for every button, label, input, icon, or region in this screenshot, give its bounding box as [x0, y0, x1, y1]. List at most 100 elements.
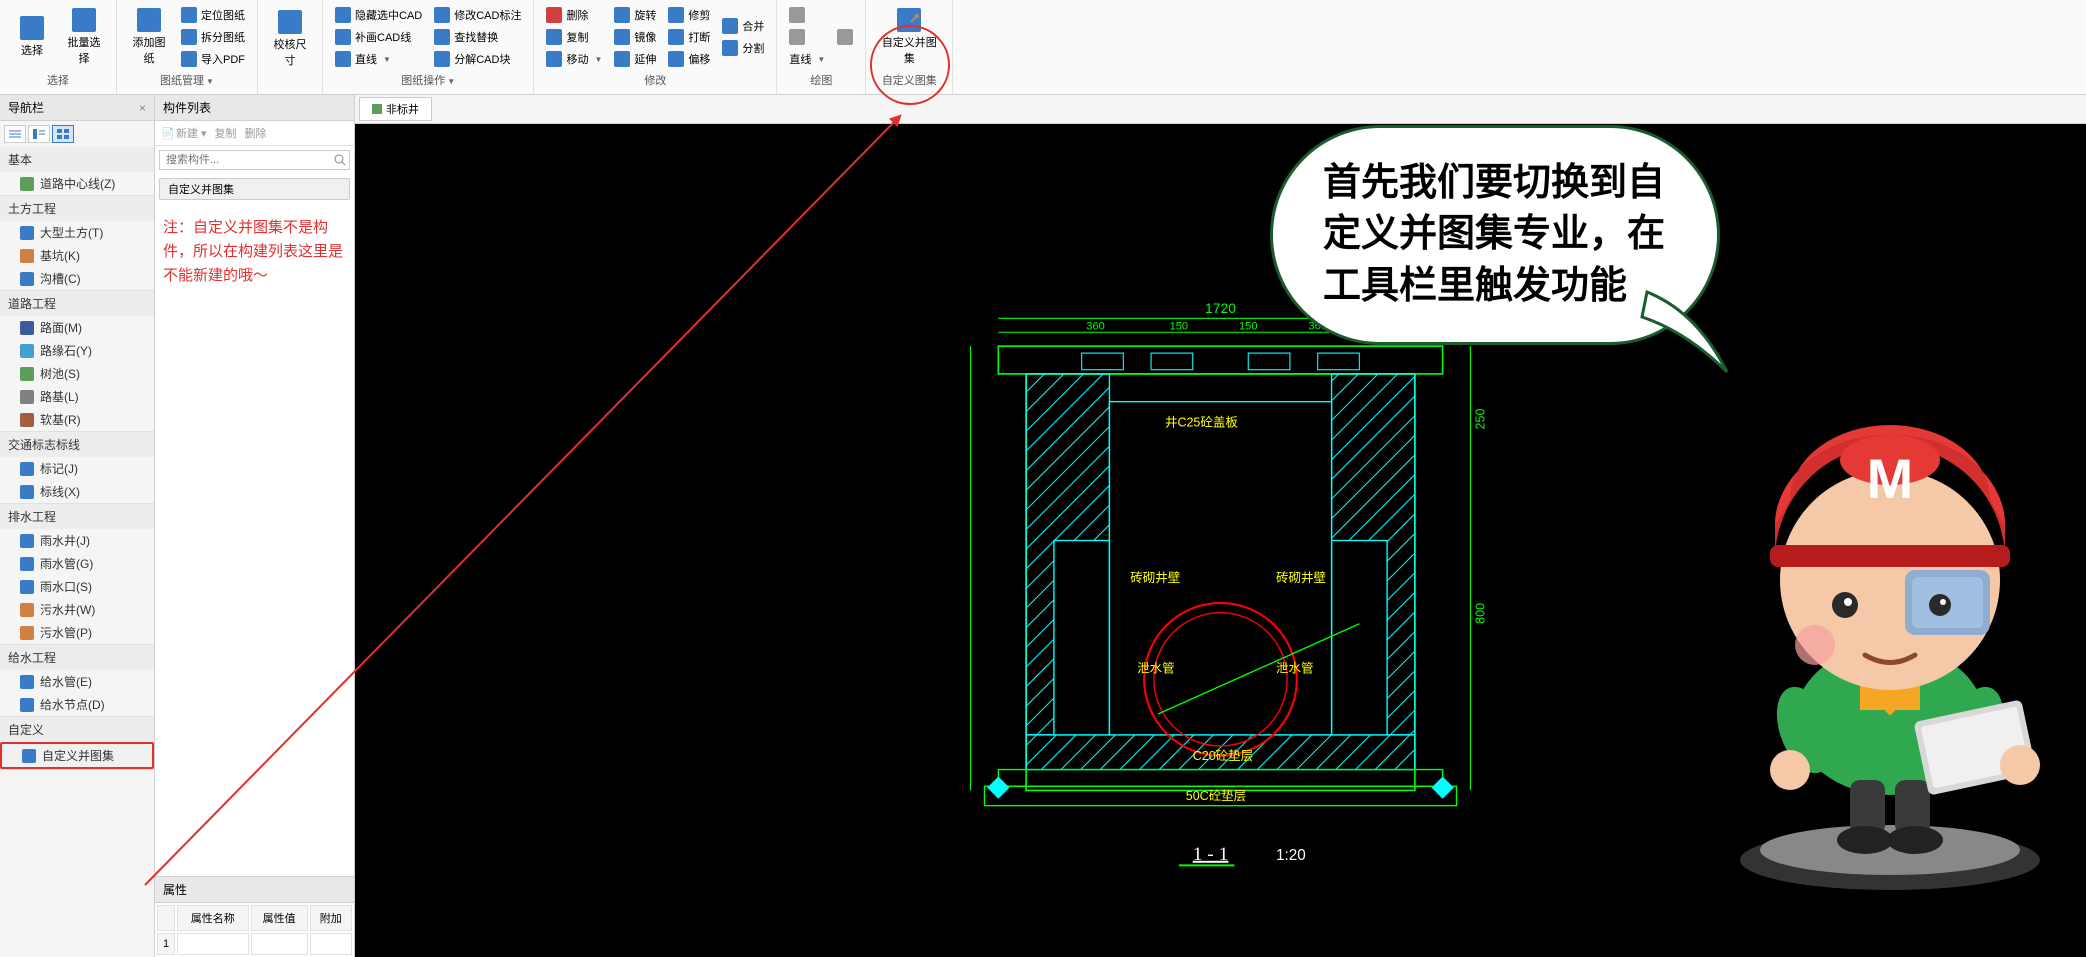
svg-text:井C25砼盖板: 井C25砼盖板: [1165, 416, 1238, 430]
nav-panel-title: 导航栏: [8, 99, 44, 116]
svg-text:M: M: [1867, 447, 1914, 510]
copy-icon: [546, 29, 562, 45]
nav-item[interactable]: 给水管(E): [0, 670, 154, 693]
supp-icon: [335, 29, 351, 45]
nav-item-label: 自定义并图集: [42, 747, 114, 764]
nav-section-header[interactable]: 土方工程: [0, 196, 154, 221]
nav-item[interactable]: 路基(L): [0, 385, 154, 408]
nav-item-icon: [20, 249, 34, 263]
new-component-button[interactable]: 📄新建 ▾: [161, 125, 207, 141]
locate-icon: [181, 7, 197, 23]
nav-panel-close-icon[interactable]: ×: [139, 101, 146, 115]
nav-item[interactable]: 路缘石(Y): [0, 339, 154, 362]
component-toolbar: 📄新建 ▾ 复制 删除: [155, 121, 354, 146]
extend-label: 延伸: [634, 51, 656, 67]
import-pdf-button[interactable]: 导入PDF: [177, 49, 249, 69]
view-grid-button[interactable]: [52, 125, 74, 143]
nav-section: 排水工程雨水井(J)雨水管(G)雨水口(S)污水井(W)污水管(P): [0, 504, 154, 645]
rotate-button[interactable]: 旋转: [610, 5, 660, 25]
import-pdf-label: 导入PDF: [201, 51, 245, 67]
draw-misc-button[interactable]: [833, 27, 857, 47]
trim-button[interactable]: 修剪: [664, 5, 714, 25]
nav-section-header[interactable]: 自定义: [0, 717, 154, 742]
nav-item[interactable]: 给水节点(D): [0, 693, 154, 716]
batch-select-button[interactable]: 批量选择: [60, 4, 108, 70]
nav-section-header[interactable]: 道路工程: [0, 291, 154, 316]
merge-icon: [722, 18, 738, 34]
supp-cad-button[interactable]: 补画CAD线: [331, 27, 426, 47]
find-replace-button[interactable]: 查找替换: [430, 27, 525, 47]
nav-section: 自定义自定义并图集: [0, 717, 154, 770]
nav-item[interactable]: 软基(R): [0, 408, 154, 431]
nav-section: 土方工程大型土方(T)基坑(K)沟槽(C): [0, 196, 154, 291]
component-panel-header: 构件列表: [155, 95, 354, 121]
nav-item[interactable]: 雨水井(J): [0, 529, 154, 552]
tab-icon: [372, 104, 382, 114]
props-table: 属性名称 属性值 附加 1: [155, 903, 354, 957]
merge-label: 合并: [742, 18, 764, 34]
add-drawing-button[interactable]: 添加图纸: [125, 4, 173, 70]
offset-button[interactable]: 偏移: [664, 49, 714, 69]
hide-cad-button[interactable]: 隐藏选中CAD: [331, 5, 426, 25]
straight-line-button[interactable]: 直线▼: [331, 49, 426, 69]
draw-curve1-button[interactable]: [785, 5, 829, 25]
check-size-button[interactable]: CAD 校核尺寸: [266, 4, 314, 74]
nav-item[interactable]: 雨水口(S): [0, 575, 154, 598]
view-detail-button[interactable]: [28, 125, 50, 143]
copy-comp-label: 复制: [215, 125, 237, 141]
move-label: 移动: [566, 51, 588, 67]
check-size-icon: CAD: [278, 10, 302, 34]
mirror-button[interactable]: 镜像: [610, 27, 660, 47]
locate-drawing-button[interactable]: 定位图纸: [177, 5, 249, 25]
nav-item[interactable]: 自定义并图集: [0, 742, 154, 769]
nav-section-header[interactable]: 排水工程: [0, 504, 154, 529]
nav-item[interactable]: 污水井(W): [0, 598, 154, 621]
nav-item-label: 标线(X): [40, 483, 80, 500]
extend-icon: [614, 51, 630, 67]
nav-item[interactable]: 道路中心线(Z): [0, 172, 154, 195]
delete-label: 删除: [566, 7, 588, 23]
nav-item[interactable]: 大型土方(T): [0, 221, 154, 244]
nav-item-label: 路缘石(Y): [40, 342, 92, 359]
split-button[interactable]: 分割: [718, 38, 768, 58]
merge-button[interactable]: 合并: [718, 16, 768, 36]
check-size-label: 校核尺寸: [270, 36, 310, 68]
split-drawing-button[interactable]: 拆分图纸: [177, 27, 249, 47]
view-list-button[interactable]: [4, 125, 26, 143]
ribbon-group-check-label: [266, 74, 314, 90]
batch-select-icon: [72, 8, 96, 32]
extend-button[interactable]: 延伸: [610, 49, 660, 69]
nav-item[interactable]: 基坑(K): [0, 244, 154, 267]
props-row[interactable]: 1: [157, 933, 352, 955]
nav-item-label: 标记(J): [40, 460, 78, 477]
nav-section-header[interactable]: 给水工程: [0, 645, 154, 670]
nav-item[interactable]: 污水管(P): [0, 621, 154, 644]
nav-section-header[interactable]: 交通标志标线: [0, 432, 154, 457]
search-input[interactable]: [159, 150, 350, 170]
draw-curve2-button[interactable]: [785, 27, 829, 47]
canvas-tab[interactable]: 非标井: [359, 97, 432, 121]
nav-section-header[interactable]: 基本: [0, 147, 154, 172]
component-panel: 构件列表 📄新建 ▾ 复制 删除 自定义并图集 注：自定义并图集不是构件，所以在…: [155, 95, 355, 957]
select-button[interactable]: 选择: [8, 4, 56, 70]
component-tag[interactable]: 自定义并图集: [159, 178, 350, 200]
nav-item[interactable]: 树池(S): [0, 362, 154, 385]
delete-component-button[interactable]: 删除: [245, 125, 267, 141]
copy-button[interactable]: 复制: [542, 27, 606, 47]
custom-set-button[interactable]: 自定义并图集: [874, 4, 944, 70]
nav-item[interactable]: 路面(M): [0, 316, 154, 339]
nav-item[interactable]: 沟槽(C): [0, 267, 154, 290]
draw-line-button[interactable]: 直线▼: [785, 49, 829, 69]
split-mod-label: 分割: [742, 40, 764, 56]
nav-item[interactable]: 标线(X): [0, 480, 154, 503]
break-button[interactable]: 打断: [664, 27, 714, 47]
delete-button[interactable]: 删除: [542, 5, 606, 25]
nav-item[interactable]: 雨水管(G): [0, 552, 154, 575]
ribbon-group-check: CAD 校核尺寸: [258, 0, 323, 94]
modify-note-button[interactable]: 修改CAD标注: [430, 5, 525, 25]
decompose-button[interactable]: 分解CAD块: [430, 49, 525, 69]
copy-component-button[interactable]: 复制: [215, 125, 237, 141]
nav-item[interactable]: 标记(J): [0, 457, 154, 480]
move-button[interactable]: 移动▼: [542, 49, 606, 69]
nav-item-icon: [22, 749, 36, 763]
